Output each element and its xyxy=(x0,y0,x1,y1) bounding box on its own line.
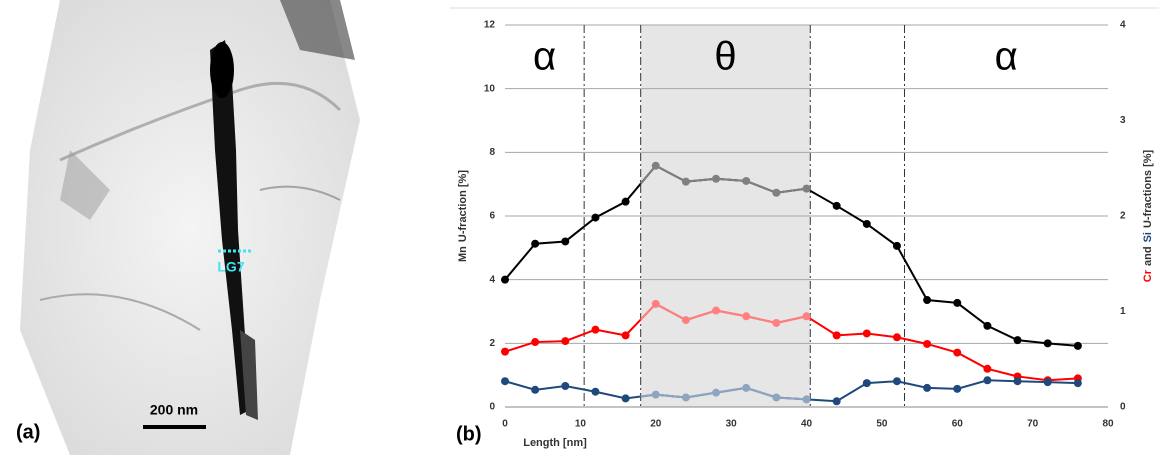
data-point xyxy=(772,318,781,327)
data-point xyxy=(561,381,570,390)
data-point xyxy=(621,331,630,340)
marker-label: LG7 xyxy=(217,259,244,275)
data-point xyxy=(953,384,962,393)
data-point xyxy=(501,275,509,284)
data-point xyxy=(1073,341,1082,350)
x-tick-label: 80 xyxy=(1102,419,1114,430)
y2-tick-label: 3 xyxy=(1120,115,1126,126)
data-point xyxy=(1013,336,1022,345)
x-tick-label: 40 xyxy=(801,419,813,430)
data-point xyxy=(561,237,570,246)
data-point xyxy=(862,329,871,338)
panel-label: (b) xyxy=(456,423,482,445)
data-point xyxy=(681,316,690,325)
phase-label: α xyxy=(533,35,556,79)
series-line-shaded xyxy=(640,164,811,194)
data-point xyxy=(923,339,932,348)
data-point xyxy=(591,387,600,396)
data-point xyxy=(832,397,841,406)
y2-axis-label-join: and xyxy=(1142,246,1154,266)
data-point xyxy=(651,299,660,308)
data-point xyxy=(651,161,660,170)
data-point xyxy=(591,213,600,222)
data-point xyxy=(862,379,871,388)
data-point xyxy=(651,390,660,399)
y-tick-label: 2 xyxy=(489,338,495,349)
data-point xyxy=(772,393,781,402)
data-point xyxy=(802,312,811,321)
y-tick-label: 6 xyxy=(489,211,495,222)
phase-label: α xyxy=(995,35,1018,79)
y2-axis-label-text: U-fractions [%] xyxy=(1142,149,1154,228)
data-point xyxy=(892,241,901,250)
data-point xyxy=(742,312,751,321)
x-tick-label: 20 xyxy=(650,419,662,430)
x-tick-label: 50 xyxy=(876,419,888,430)
phase-label: θ xyxy=(714,35,736,79)
data-point xyxy=(591,325,600,334)
data-point xyxy=(531,385,540,394)
data-point xyxy=(983,376,992,385)
y-tick-label: 4 xyxy=(489,274,495,285)
y2-tick-label: 1 xyxy=(1120,306,1126,317)
data-point xyxy=(531,239,540,248)
data-point xyxy=(501,377,509,386)
y2-axis-label-element: Cr xyxy=(1142,269,1154,282)
data-point xyxy=(983,364,992,373)
data-point xyxy=(742,176,751,185)
data-point xyxy=(621,394,630,403)
data-point xyxy=(712,174,721,183)
data-point xyxy=(561,337,570,346)
data-point xyxy=(953,348,962,357)
panel-label: (a) xyxy=(16,421,40,443)
micrograph xyxy=(0,0,445,455)
data-point xyxy=(1043,339,1052,348)
data-point xyxy=(742,383,751,392)
y-axis-label-text: U-fraction [%] xyxy=(457,170,469,242)
y2-axis-label: Cr and Si U-fractions [%] xyxy=(1142,149,1154,282)
data-point xyxy=(892,377,901,386)
data-point xyxy=(923,296,932,305)
data-point xyxy=(1013,377,1022,386)
x-tick-label: 60 xyxy=(952,419,964,430)
data-point xyxy=(832,331,841,340)
x-tick-label: 30 xyxy=(726,419,738,430)
data-point xyxy=(953,298,962,307)
data-point xyxy=(531,338,540,347)
data-point xyxy=(1073,379,1082,388)
y-axis-label-element: Mn xyxy=(457,246,469,262)
y2-tick-label: 0 xyxy=(1120,402,1126,413)
data-point xyxy=(892,333,901,342)
data-point xyxy=(681,177,690,186)
x-axis-label: Length [nm] xyxy=(523,437,587,449)
y2-tick-label: 2 xyxy=(1120,211,1126,222)
data-point xyxy=(621,197,630,206)
data-point xyxy=(772,188,781,197)
series-line-shaded xyxy=(640,302,811,324)
data-point xyxy=(802,395,811,404)
data-point xyxy=(712,388,721,397)
scale-bar-label: 200 nm xyxy=(150,402,198,418)
data-point xyxy=(923,383,932,392)
y2-axis-label-element: Si xyxy=(1142,232,1154,242)
data-point xyxy=(501,347,509,356)
y-tick-label: 10 xyxy=(484,83,496,94)
y-tick-label: 0 xyxy=(489,402,495,413)
data-point xyxy=(862,219,871,228)
data-point xyxy=(1043,378,1052,387)
series-line-shaded xyxy=(640,386,811,401)
y-axis-label: Mn U-fraction [%] xyxy=(457,170,469,262)
data-point xyxy=(802,184,811,193)
y-tick-label: 12 xyxy=(484,20,496,31)
data-point xyxy=(681,393,690,402)
y-tick-label: 8 xyxy=(489,147,495,158)
x-tick-label: 70 xyxy=(1027,419,1039,430)
x-tick-label: 0 xyxy=(502,419,508,430)
data-point xyxy=(832,201,841,210)
data-point xyxy=(983,321,992,330)
data-point xyxy=(712,306,721,315)
y2-tick-label: 4 xyxy=(1120,20,1126,31)
x-tick-label: 10 xyxy=(575,419,587,430)
